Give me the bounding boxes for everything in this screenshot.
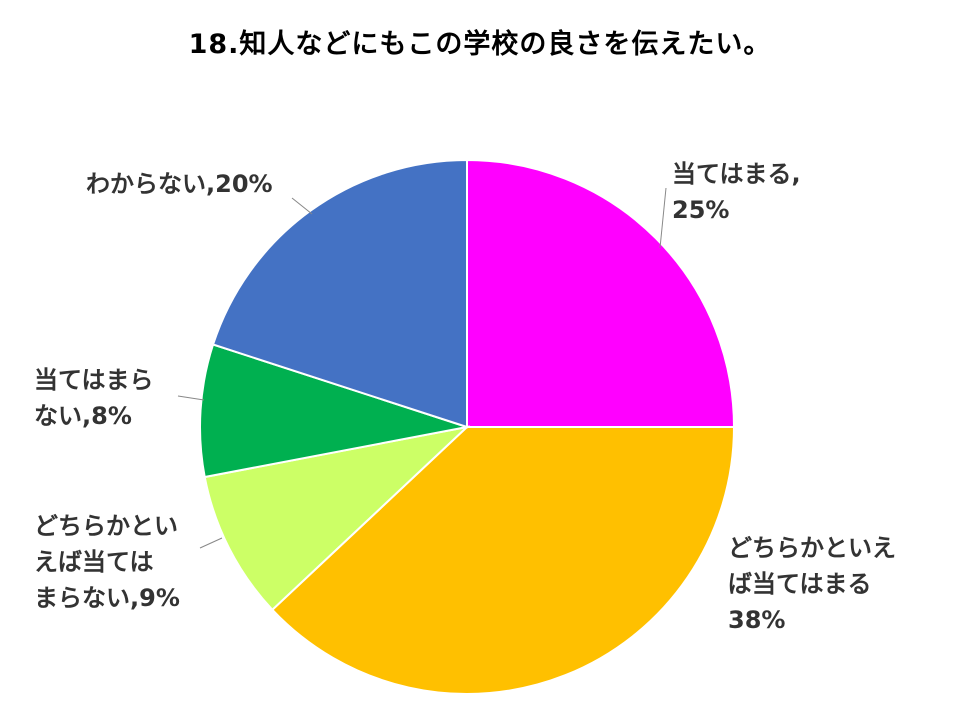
- slice-label-line: 当てはまら: [34, 366, 154, 394]
- slice-label-line: どちらかといえ: [728, 534, 896, 562]
- leader-line-4: [291, 197, 313, 215]
- pie-slices: [199, 158, 736, 695]
- slice-label-line: 38%: [728, 606, 786, 634]
- slice-label-4: わからない,20%: [86, 166, 273, 202]
- slice-label-3: 当てはまらない,8%: [34, 362, 154, 434]
- slice-label-line: わからない,20%: [86, 170, 273, 198]
- slice-label-line: どちらかとい: [34, 512, 178, 540]
- pie-slice-3: [199, 343, 468, 479]
- leader-line-0: [659, 187, 667, 249]
- slice-label-line: ない,8%: [34, 402, 132, 430]
- slice-label-line: 25%: [672, 196, 730, 224]
- chart-title: 18.知人などにもこの学校の良さを伝えたい。: [188, 29, 772, 60]
- slice-label-1: どちらかといえ ば当てはまる 38%: [728, 530, 896, 638]
- pie-slice-0: [466, 158, 736, 428]
- slice-label-line: えば当ては: [34, 548, 154, 576]
- slice-label-line: ば当てはまる: [728, 570, 872, 598]
- slice-label-2: どちらかとい えば当てはまらない,9%: [34, 508, 180, 616]
- leader-line-3: [177, 395, 205, 401]
- slice-label-line: まらない,9%: [34, 584, 180, 612]
- pie-slice-1: [270, 426, 736, 695]
- slice-label-0: 当てはまる, 25%: [672, 156, 801, 228]
- leader-line-2: [199, 537, 223, 549]
- pie-slice-4: [211, 158, 468, 429]
- slice-label-line: 当てはまる,: [672, 160, 801, 188]
- leader-lines: [177, 187, 667, 549]
- pie-slice-2: [203, 425, 471, 612]
